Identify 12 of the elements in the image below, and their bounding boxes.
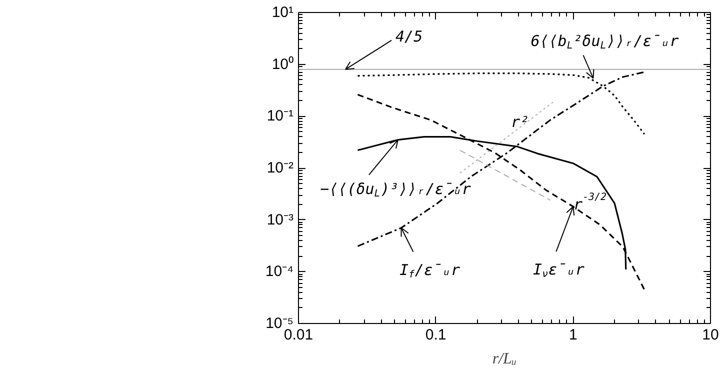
y-tick-label: 10⁰ xyxy=(272,56,294,73)
x-tick-label: 10 xyxy=(702,326,719,344)
y-tick-label: 10⁻⁴ xyxy=(265,263,294,280)
x-tick-label: 0.1 xyxy=(425,326,446,344)
x-tick-label: 1 xyxy=(568,326,578,344)
x-axis-title: r/Lᵤ xyxy=(492,350,517,368)
y-tick-label: 10⁻¹ xyxy=(266,108,294,125)
y-tick-label: 10⁻³ xyxy=(266,211,294,228)
annotation: r² xyxy=(510,113,530,132)
y-tick-label: 10¹ xyxy=(272,4,294,21)
y-tick-label: 10⁻² xyxy=(266,160,294,176)
annotation: 4/5 xyxy=(396,27,423,46)
